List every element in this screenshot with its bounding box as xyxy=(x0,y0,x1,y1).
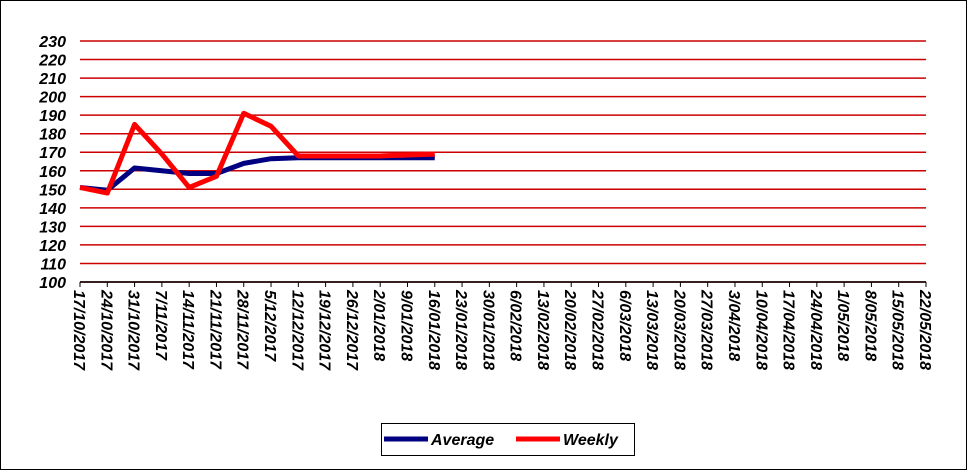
x-tick-label: 16/01/2018 xyxy=(425,290,442,370)
y-tick-label: 190 xyxy=(39,108,66,125)
x-tick-label: 28/11/2017 xyxy=(234,289,251,370)
x-tick-label: 13/03/2018 xyxy=(643,290,660,370)
x-tick-label: 17/04/2018 xyxy=(780,290,797,370)
y-tick-label: 180 xyxy=(39,127,66,144)
x-tick-label: 24/10/2017 xyxy=(97,289,114,371)
legend-label: Average xyxy=(430,432,494,449)
x-tick-label: 21/11/2017 xyxy=(206,289,223,370)
y-tick-label: 150 xyxy=(39,182,66,199)
x-tick-label: 6/02/2018 xyxy=(507,290,524,361)
line-series xyxy=(79,110,435,196)
x-tick-label: 3/04/2018 xyxy=(725,290,742,361)
y-tick-label: 220 xyxy=(38,53,66,70)
y-tick-label: 110 xyxy=(40,256,66,273)
x-tick-label: 13/02/2018 xyxy=(534,290,551,370)
y-tick-label: 100 xyxy=(39,275,66,292)
y-tick-label: 200 xyxy=(38,90,66,107)
x-tick-label: 31/10/2017 xyxy=(125,290,142,371)
x-tick-label: 6/03/2018 xyxy=(616,290,633,361)
x-tick-label: 20/02/2018 xyxy=(561,289,578,370)
x-tick-label: 1/05/2018 xyxy=(834,290,851,361)
x-tick-label: 30/01/2018 xyxy=(479,290,496,370)
x-tick-label: 14/11/2017 xyxy=(179,290,196,370)
y-tick-label: 130 xyxy=(39,219,66,236)
x-tick-label: 8/05/2018 xyxy=(861,290,878,361)
x-tick-label: 5/12/2017 xyxy=(261,290,278,362)
y-tick-label: 140 xyxy=(39,201,66,218)
x-tick-label: 12/12/2017 xyxy=(288,290,305,371)
y-tick-label: 230 xyxy=(38,34,66,51)
x-tick-label: 23/01/2018 xyxy=(452,289,469,370)
legend-label: Weekly xyxy=(563,432,619,449)
x-tick-label: 15/05/2018 xyxy=(889,290,906,370)
x-tick-label: 24/04/2018 xyxy=(807,289,824,370)
x-tick-label: 27/03/2018 xyxy=(698,289,715,370)
y-tick-label: 120 xyxy=(39,238,66,255)
x-tick-label: 17/10/2017 xyxy=(70,290,87,371)
y-tick-label: 210 xyxy=(38,71,66,88)
x-tick-label: 9/01/2018 xyxy=(397,290,414,361)
x-tick-label: 7/11/2017 xyxy=(152,290,169,361)
x-tick-label: 2/01/2018 xyxy=(370,289,387,361)
x-tick-label: 22/05/2018 xyxy=(916,289,933,370)
x-tick-label: 27/02/2018 xyxy=(589,289,606,370)
x-tick-label: 20/03/2018 xyxy=(670,289,687,370)
x-tick-label: 26/12/2017 xyxy=(343,289,360,371)
y-tick-label: 170 xyxy=(39,145,66,162)
x-tick-label: 10/04/2018 xyxy=(752,290,769,370)
x-tick-label: 19/12/2017 xyxy=(316,290,333,371)
y-tick-label: 160 xyxy=(39,164,66,181)
